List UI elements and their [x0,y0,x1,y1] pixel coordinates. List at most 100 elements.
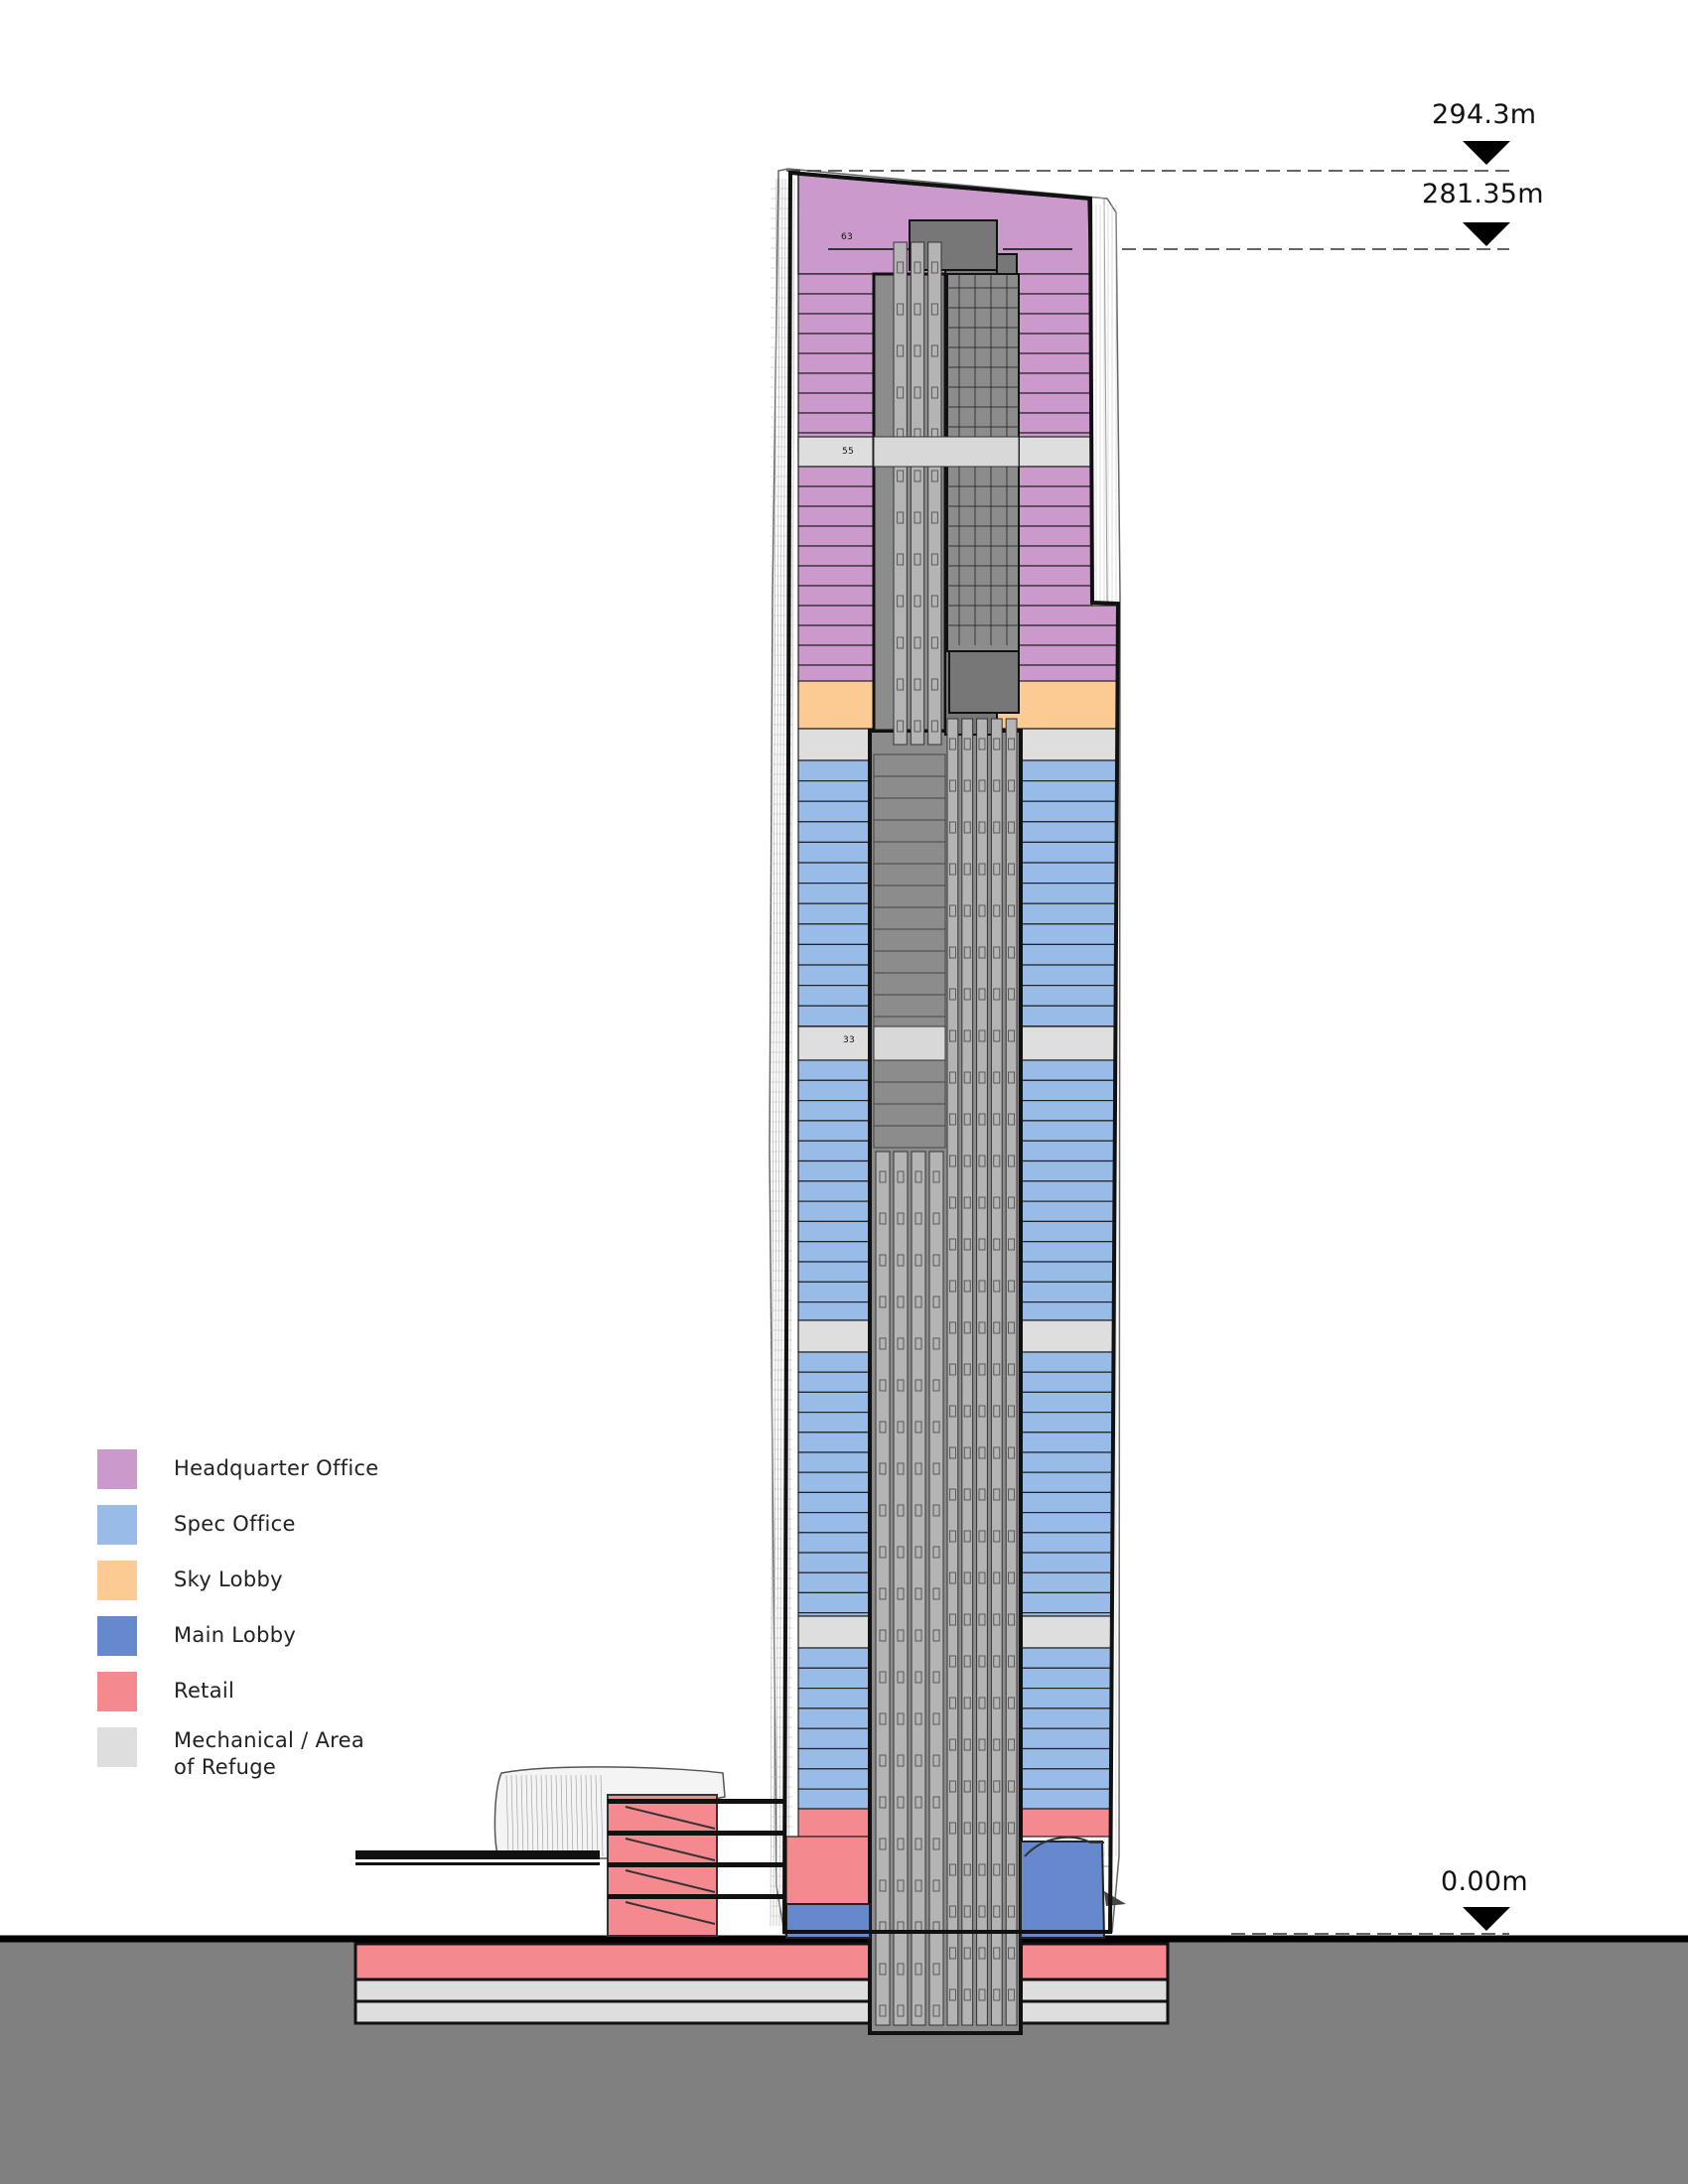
elevator-car [914,261,921,274]
core-mech-33 [873,1025,946,1061]
canopy-line [580,1774,584,1857]
elevator-car [963,1613,971,1626]
elevator-car [949,1280,956,1293]
elevator-car [993,1780,1001,1793]
legend-swatch-sky-lobby [97,1561,137,1600]
elevator-car [949,738,956,751]
elevator-car [963,1780,971,1793]
elevator-car [993,1321,1001,1334]
elevator-car [1008,904,1015,917]
elevator-car [978,1822,986,1835]
basement-retail-left [353,1942,872,1981]
penthouse-detail [828,248,912,250]
elevator-car [1008,1822,1015,1835]
canopy-line [565,1774,569,1857]
elevator-car [914,1421,922,1433]
elevator-car [949,1947,956,1960]
canopy-line [600,1774,604,1857]
elevator-car [1008,1738,1015,1751]
elevator-car [914,1170,922,1183]
elevator-car [932,1629,940,1642]
elevator-car [993,1029,1001,1042]
core-floor-block [873,1125,946,1149]
elevator-car [978,1863,986,1876]
elevator-car [949,1488,956,1501]
elevator-car [897,1838,905,1850]
elevator-car [897,386,905,399]
elevator-car [993,779,1001,792]
elevator-car [914,595,921,608]
elevator-car [879,1337,887,1350]
elevator-car [993,1905,1001,1918]
elevator-car [993,1363,1001,1376]
elevator-car [914,2004,922,2017]
elevator-car [1008,1321,1015,1334]
elevator-car [914,1587,922,1600]
elevator-shaft [946,718,959,2026]
elevator-car [1008,779,1015,792]
elevator-car [932,1838,940,1850]
elevator-car [949,1405,956,1418]
elevator-car [1008,946,1015,959]
elevator-car [879,1838,887,1850]
elevator-car [1008,1905,1015,1918]
elevator-car [963,779,971,792]
elevator-car [1008,1155,1015,1167]
elevator-car [993,988,1001,1001]
legend-swatch-main-lobby [97,1616,137,1656]
canopy-line [560,1774,564,1857]
elevator-shaft [1005,718,1018,2026]
canopy-line [535,1774,539,1857]
elevator-car [930,386,938,399]
canopy-line [540,1774,544,1857]
elevator-car [963,1697,971,1709]
elevator-car [949,1029,956,1042]
elevator-car [897,1587,905,1600]
core-floor-block [873,906,946,930]
elevator-car [930,261,938,274]
elevator-car [930,720,938,733]
canopy-line [525,1774,529,1857]
elevator-car [949,1196,956,1209]
elevator-car [978,821,986,834]
core-transfer [948,650,1020,714]
elevator-car [879,1587,887,1600]
elevator-car [993,1280,1001,1293]
elevator-car [897,470,905,482]
elevator-car [978,1655,986,1668]
elevator-car [949,1321,956,1334]
core-floor-block [873,797,946,821]
elevator-car [963,738,971,751]
elevator-car [914,1879,922,1892]
elevator-car [1008,1530,1015,1543]
core-floor-block [873,1059,946,1083]
elevator-car [914,678,921,691]
elevator-car [978,779,986,792]
elevator-car [978,1363,986,1376]
elevator-car [978,1613,986,1626]
elevator-car [897,1629,905,1642]
elevator-car [897,1671,905,1684]
elevator-car [897,1712,905,1725]
elevation-label-ground: 0.00m [1441,1866,1528,1897]
elevator-car [1008,1071,1015,1084]
stair-flight [625,1901,716,1925]
elevator-car [897,2004,905,2017]
elevator-car [897,344,905,357]
elevator-car [963,1822,971,1835]
elevator-car [978,1446,986,1459]
elevator-car [930,344,938,357]
elevator-car [914,1462,922,1475]
elevator-car [1008,863,1015,876]
basement-level-3-left [353,1999,872,2025]
basement-level-3-right [1019,1999,1170,2025]
podium-floor-slab [608,1862,786,1867]
elevator-car [932,1587,940,1600]
elevator-car [897,1504,905,1517]
elevator-car [978,1238,986,1251]
elevator-shaft [961,718,974,2026]
canopy-line [550,1774,554,1857]
elevator-car [914,1712,922,1725]
elevator-car [963,1405,971,1418]
main-lobby-right [1020,1841,1106,1939]
